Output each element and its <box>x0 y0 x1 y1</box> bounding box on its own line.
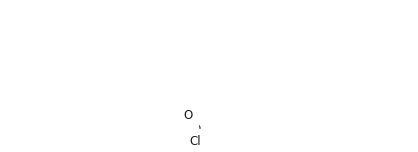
Text: O: O <box>191 123 201 136</box>
Text: O: O <box>197 125 206 138</box>
Text: S: S <box>191 131 199 144</box>
Text: O: O <box>184 109 193 123</box>
Text: Cl: Cl <box>189 135 201 148</box>
